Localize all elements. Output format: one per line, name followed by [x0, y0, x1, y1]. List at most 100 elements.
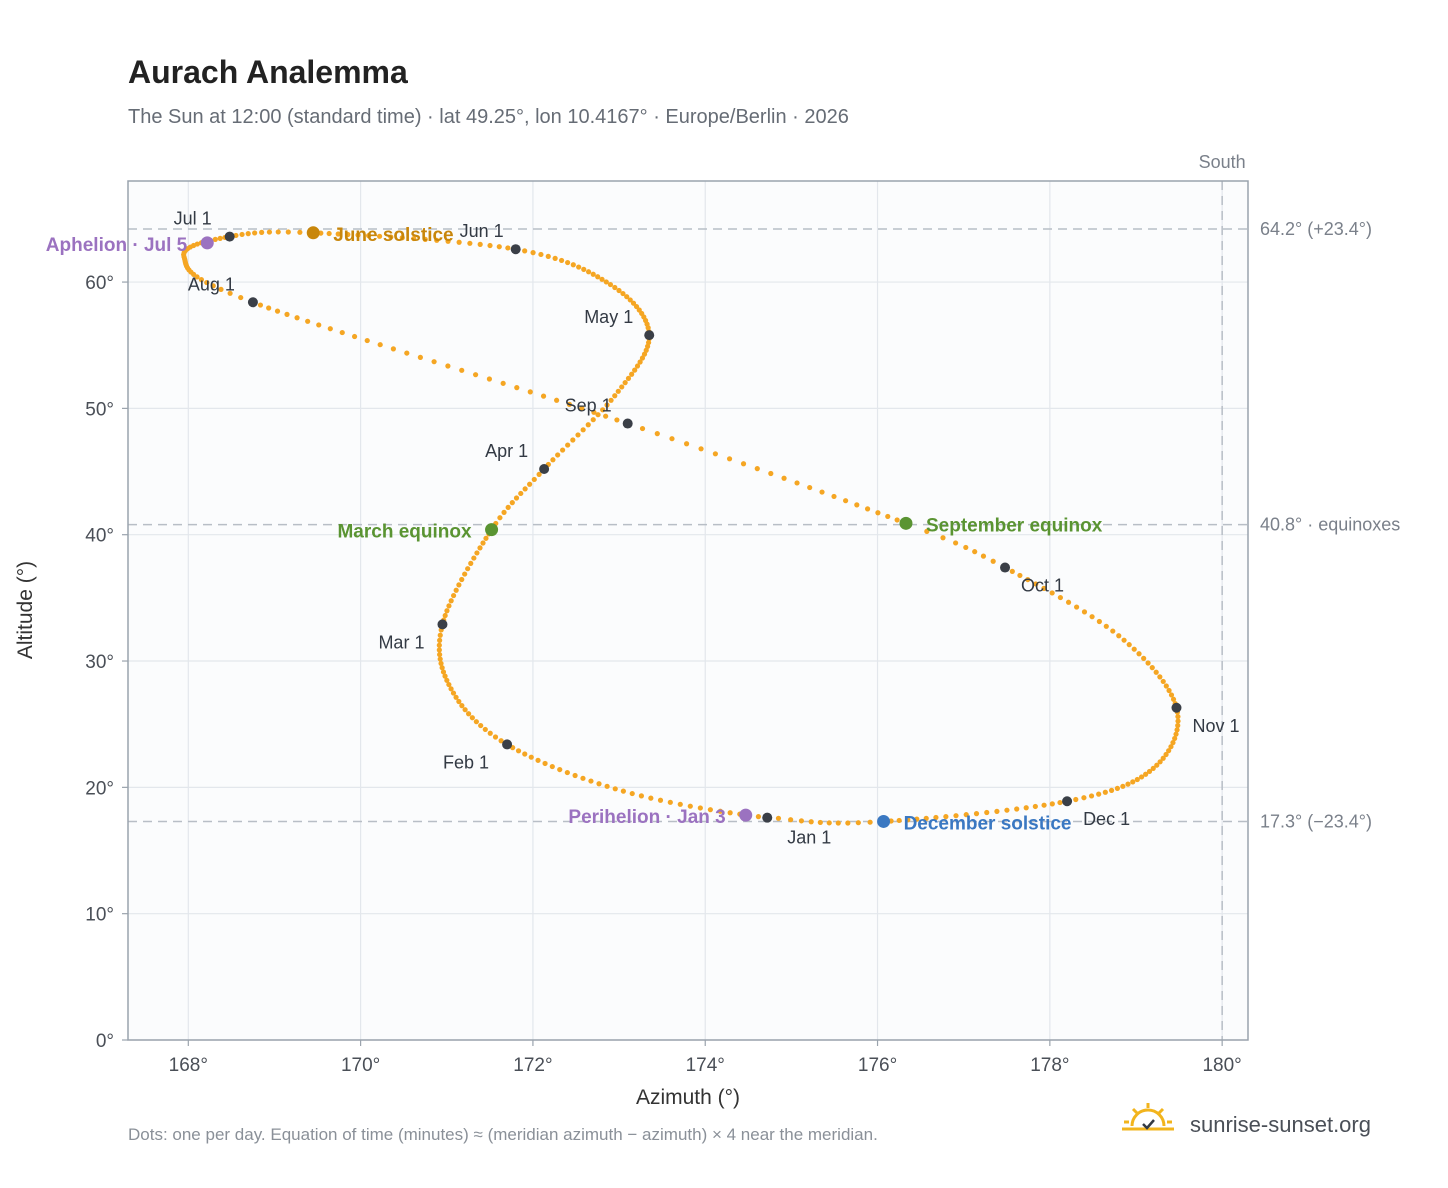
brand-name: sunrise-sunset.org [1190, 1112, 1371, 1137]
daily-dot [896, 817, 902, 824]
daily-dot [629, 371, 635, 377]
daily-dot [768, 470, 774, 477]
daily-dot [1163, 751, 1169, 758]
daily-dot [579, 405, 585, 411]
daily-dot [483, 535, 489, 541]
daily-dot [465, 566, 471, 572]
daily-dot [612, 284, 618, 291]
daily-dot [1150, 765, 1156, 772]
daily-dot [657, 797, 664, 803]
month-label: Sep 1 [565, 396, 612, 416]
daily-dot [1157, 759, 1163, 765]
daily-dot [446, 603, 452, 609]
daily-dot [194, 274, 200, 280]
daily-dot [629, 790, 635, 797]
daily-dot [1065, 599, 1072, 605]
daily-dot [434, 237, 440, 243]
daily-dot [1089, 614, 1095, 620]
month-marker [502, 739, 513, 750]
daily-dot [335, 231, 341, 237]
daily-dot [437, 651, 443, 658]
daily-dot [218, 286, 224, 292]
x-tick-label: 180° [1202, 1055, 1241, 1076]
daily-dot [1116, 633, 1122, 639]
daily-dot [1121, 637, 1127, 643]
daily-dot [819, 489, 825, 495]
daily-dot [953, 813, 959, 819]
daily-dot [599, 276, 605, 282]
daily-dot [465, 711, 472, 717]
daily-dot [687, 803, 693, 809]
daily-dot [1125, 781, 1131, 787]
daily-dot [1157, 674, 1163, 680]
daily-dot [620, 788, 626, 794]
daily-dot [622, 380, 628, 386]
daily-dot [518, 490, 524, 497]
x-tick-label: 178° [1030, 1055, 1069, 1076]
month-marker [1171, 702, 1182, 713]
daily-dot [1141, 655, 1147, 661]
daily-dot [648, 795, 654, 801]
daily-dot [1057, 594, 1063, 601]
daily-dot [1120, 783, 1126, 789]
daily-dot [923, 815, 929, 821]
daily-dot [1166, 748, 1172, 754]
daily-dot [1049, 801, 1055, 807]
daily-dot [1025, 576, 1031, 583]
daily-dot [740, 461, 747, 467]
daily-dot [612, 393, 618, 399]
daily-dot [536, 471, 542, 478]
daily-dot [566, 401, 572, 407]
daily-dot [616, 287, 622, 294]
reference-line-label: 64.2° (+23.4°) [1260, 219, 1372, 239]
daily-dot [1014, 806, 1020, 812]
daily-dot [528, 754, 534, 760]
plot-area [128, 181, 1248, 1040]
month-marker [437, 619, 448, 630]
daily-dot [1057, 799, 1063, 806]
daily-dot [509, 500, 515, 506]
daily-dot [726, 456, 733, 462]
daily-dot [436, 642, 442, 648]
daily-dot [639, 355, 646, 361]
event-marker [877, 814, 891, 828]
daily-dot [501, 509, 507, 515]
daily-dot [459, 367, 465, 373]
month-label: Nov 1 [1192, 716, 1239, 736]
daily-dot [422, 236, 428, 243]
daily-dot [442, 612, 448, 619]
daily-dot [462, 571, 468, 577]
daily-dot [1153, 669, 1159, 675]
daily-dot [1134, 776, 1140, 783]
daily-dot [600, 407, 606, 413]
daily-dot [266, 305, 272, 311]
daily-dot [591, 409, 597, 415]
daily-dot [620, 290, 626, 297]
daily-dot [482, 726, 488, 733]
daily-dot [474, 550, 480, 556]
daily-dot [798, 818, 805, 824]
daily-dot [590, 417, 596, 423]
daily-dot [266, 229, 273, 235]
daily-dot [1138, 774, 1145, 780]
daily-dot [807, 484, 813, 491]
daily-dot [487, 730, 493, 736]
daily-dot [515, 748, 522, 754]
daily-dot [522, 486, 528, 492]
daily-dot [1102, 789, 1108, 795]
daily-dot [257, 302, 264, 308]
y-tick-label: 20° [85, 778, 114, 799]
daily-dot [637, 359, 643, 365]
daily-dot [754, 466, 760, 472]
daily-dot [1168, 692, 1175, 698]
sun-logo-icon [1122, 1103, 1174, 1131]
daily-dot [1009, 568, 1015, 574]
month-marker [762, 812, 773, 823]
month-label: Jul 1 [174, 209, 212, 229]
daily-dot [492, 734, 499, 740]
footnote: Dots: one per day. Equation of time (min… [128, 1125, 878, 1144]
daily-dot [624, 294, 630, 300]
daily-dot [535, 757, 541, 763]
daily-dot [1017, 572, 1023, 579]
daily-dot [781, 475, 787, 481]
